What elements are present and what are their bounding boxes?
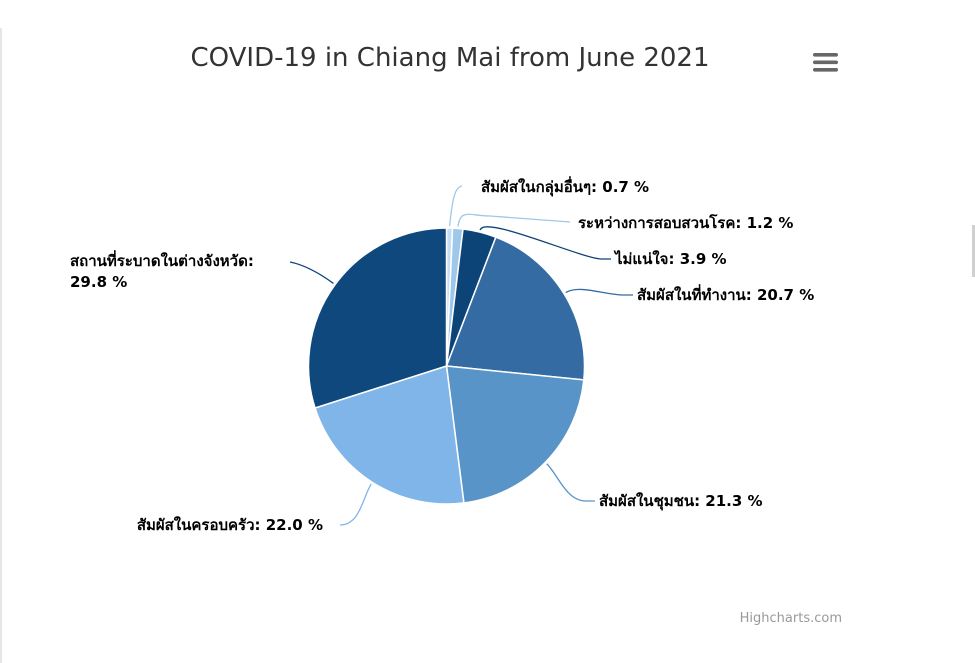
left-border xyxy=(0,28,2,663)
pie-slice[interactable] xyxy=(445,236,586,381)
label-connectors xyxy=(289,185,633,526)
pie-slice[interactable] xyxy=(314,365,465,505)
hamburger-menu-icon[interactable] xyxy=(808,46,842,78)
label-connector xyxy=(448,185,463,227)
label-connector xyxy=(457,213,571,227)
data-labels: สัมผัสในกลุ่มอื่นๆ: 0.7 % ระหว่างการสอบสว… xyxy=(70,176,814,534)
label-connector xyxy=(479,226,611,260)
label-connector xyxy=(339,483,372,526)
label-connector xyxy=(289,261,334,284)
data-label: ไม่แน่ใจ: 3.9 % xyxy=(613,249,727,268)
data-label: สัมผัสในที่ทำงาน: 20.7 % xyxy=(637,284,814,304)
chart-title: COVID-19 in Chiang Mai from June 2021 xyxy=(190,43,709,73)
pie-slice[interactable] xyxy=(445,365,585,504)
credits-link[interactable]: Highcharts.com xyxy=(740,611,842,626)
pie-slice[interactable] xyxy=(307,227,448,409)
label-connector xyxy=(565,288,633,296)
label-connector xyxy=(546,463,595,502)
data-label: สัมผัสในครอบครัว: 22.0 % xyxy=(137,516,323,534)
data-label: ระหว่างการสอบสวนโรค: 1.2 % xyxy=(578,213,793,232)
scrollbar-thumb[interactable] xyxy=(972,225,975,277)
data-label: สัมผัสในกลุ่มอื่นๆ: 0.7 % xyxy=(481,176,649,197)
pie-slices xyxy=(307,227,586,505)
data-label-value: 29.8 % xyxy=(70,273,127,291)
data-label: สัมผัสในชุมชน: 21.3 % xyxy=(599,492,763,511)
data-label-name: สถานที่ระบาดในต่างจังหวัด: xyxy=(70,250,254,270)
